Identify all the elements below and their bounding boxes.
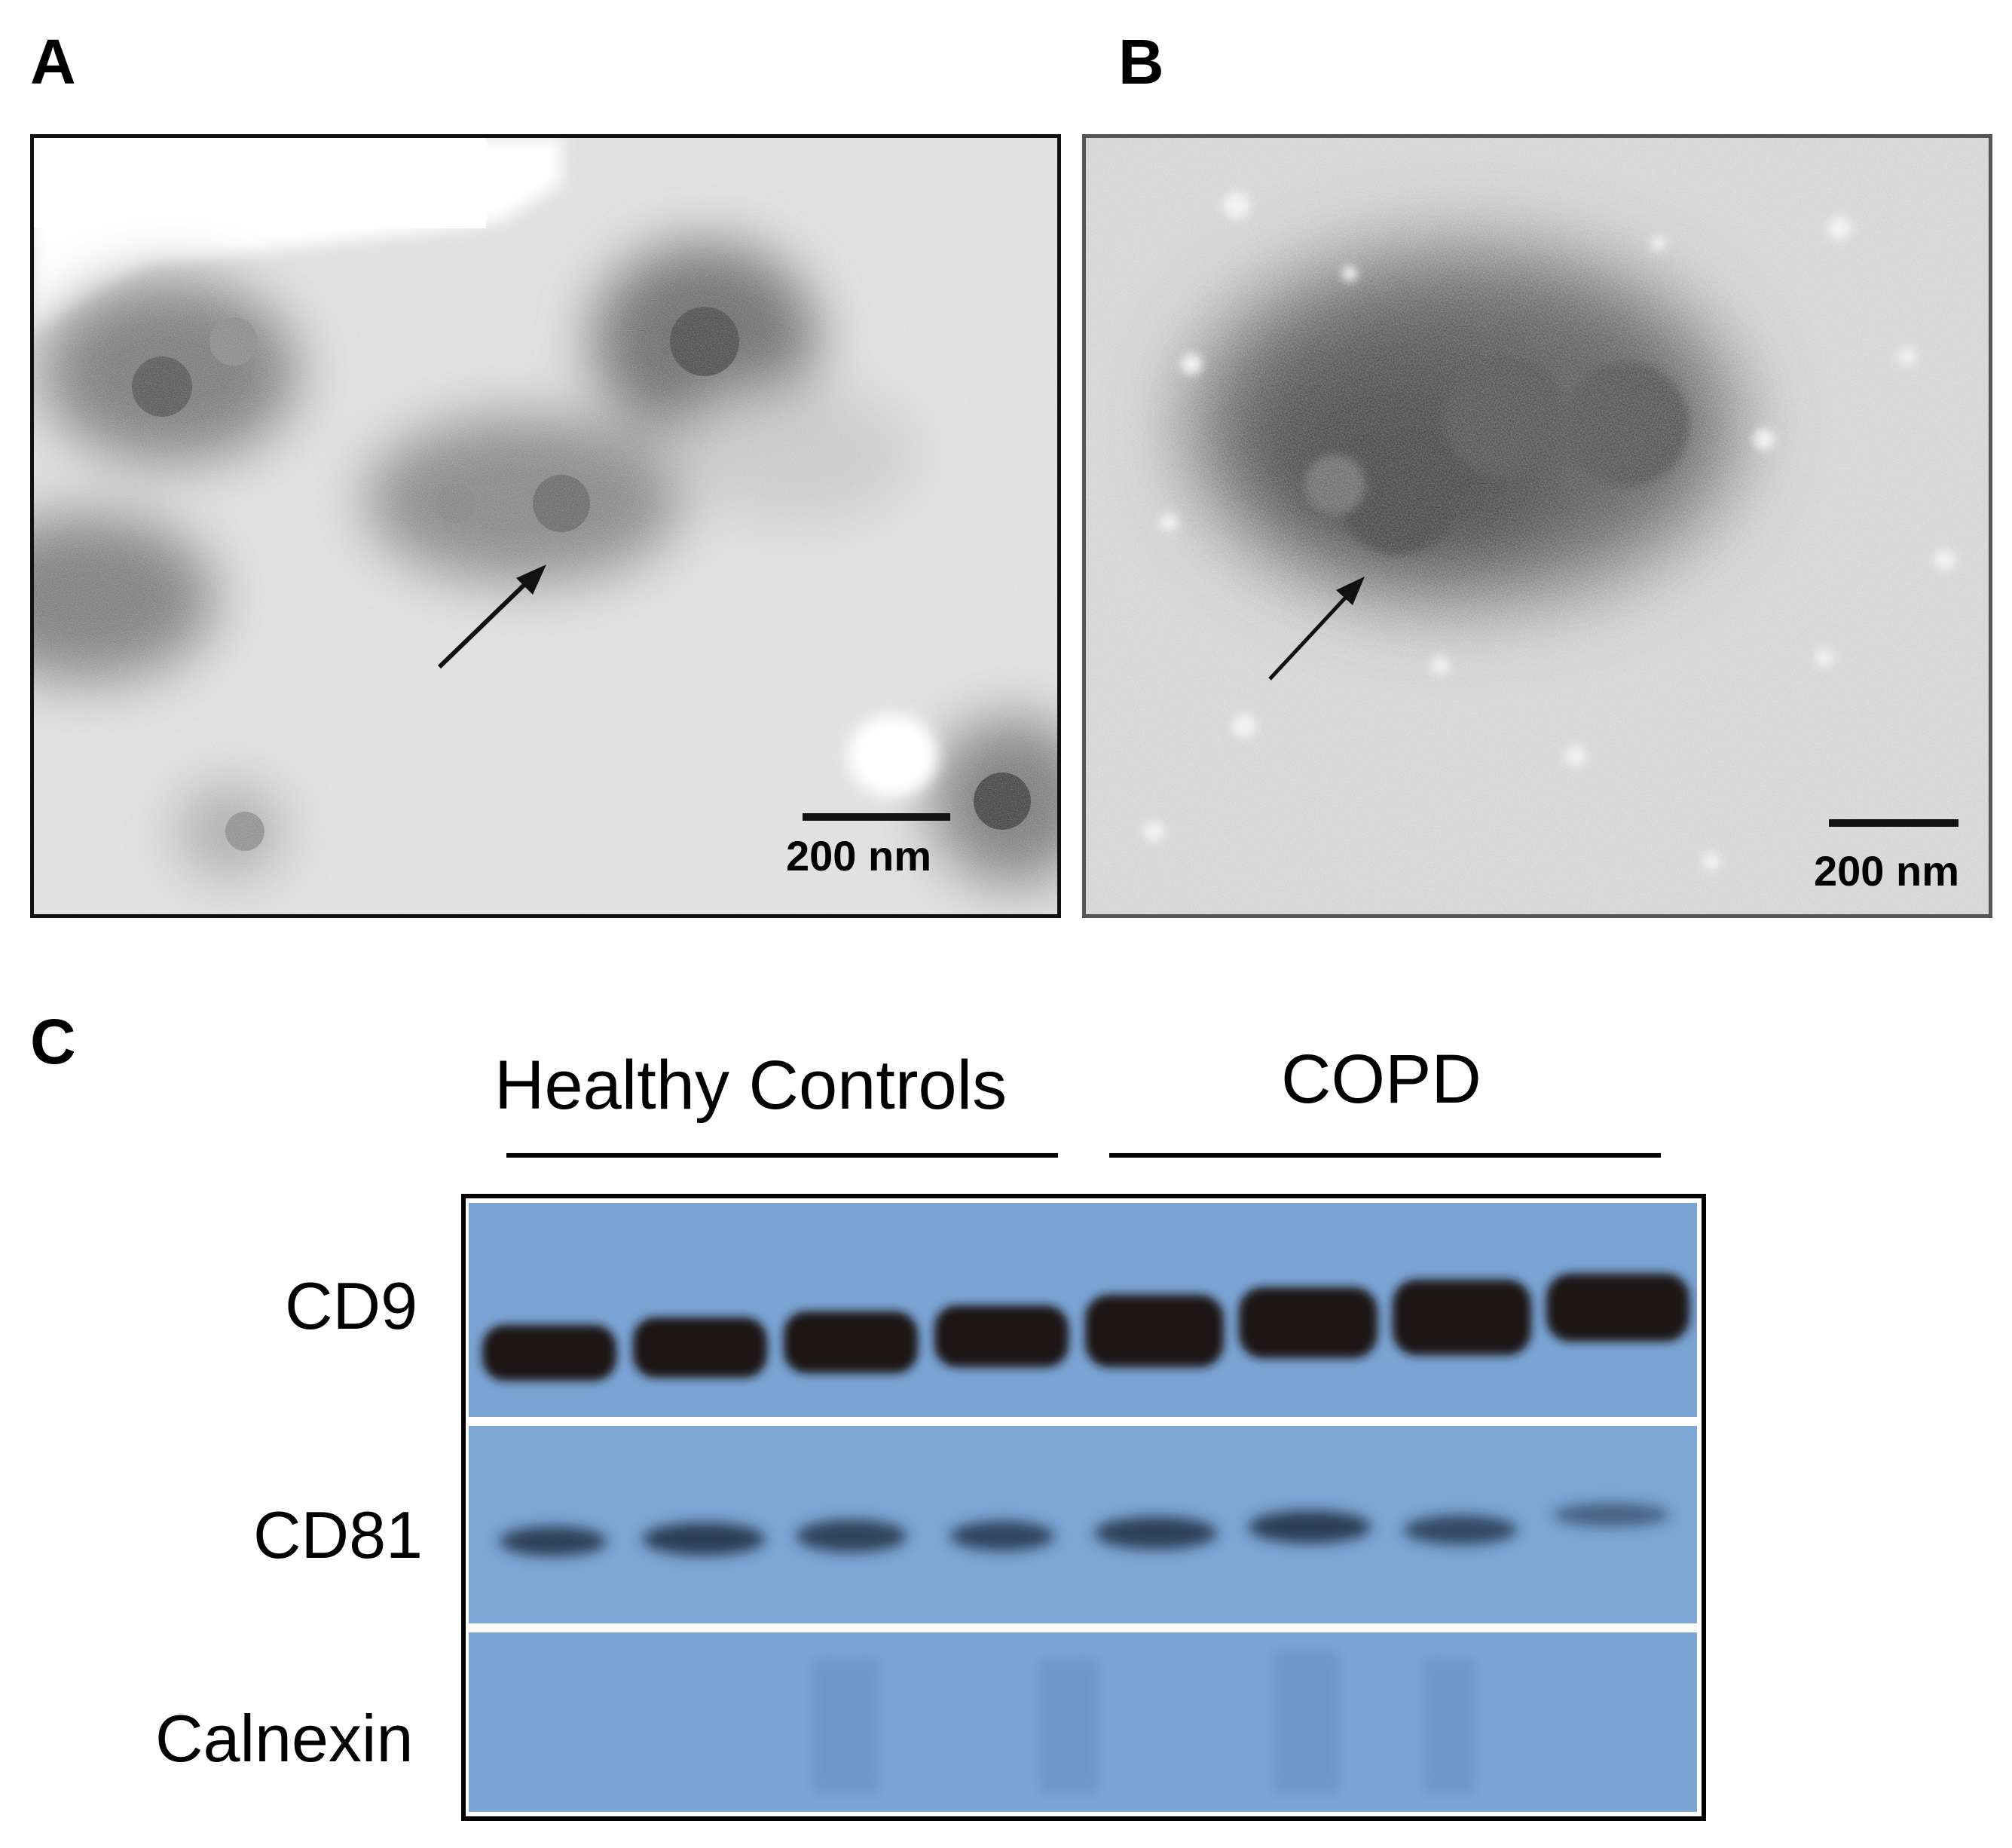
tem-image-a: 200 nm: [30, 134, 1061, 918]
tem-image-a-graphic: [34, 138, 1057, 914]
band-cd81-lane-5: [1094, 1516, 1218, 1550]
band-cd9-lane-1: [482, 1325, 616, 1381]
band-cd9-lane-7: [1393, 1280, 1531, 1355]
tem-image-b-graphic: [1086, 138, 1989, 914]
band-cd81-lane-4: [949, 1521, 1055, 1551]
row-label-cd81: CD81: [253, 1498, 423, 1572]
band-cd9-lane-6: [1239, 1287, 1378, 1358]
band-cd81-lane-7: [1403, 1515, 1518, 1545]
smear-calnexin-lane-4: [1038, 1658, 1099, 1794]
band-cd9-lane-4: [934, 1305, 1069, 1367]
tem-image-b: 200 nm: [1082, 134, 1992, 918]
smear-calnexin-lane-3: [812, 1658, 880, 1794]
panel-c-letter: C: [30, 1006, 76, 1077]
band-cd81-lane-2: [642, 1522, 766, 1556]
group-label-copd: COPD: [1281, 1041, 1481, 1118]
smear-calnexin-lane-7: [1423, 1658, 1475, 1794]
group-label-healthy-controls: Healthy Controls: [494, 1047, 1008, 1124]
row-label-calnexin: Calnexin: [155, 1701, 414, 1776]
western-blot: [461, 1194, 1706, 1821]
band-cd81-lane-1: [499, 1526, 607, 1556]
band-cd9-lane-2: [633, 1317, 767, 1378]
band-cd9-lane-8: [1546, 1274, 1689, 1342]
scale-bar-label-b: 200 nm: [1814, 847, 1959, 895]
band-cd81-lane-8: [1552, 1503, 1670, 1527]
band-cd9-lane-5: [1085, 1295, 1224, 1367]
scale-bar-label-a: 200 nm: [786, 832, 931, 880]
band-cd81-lane-6: [1248, 1510, 1371, 1544]
group-bracket-copd: [1109, 1153, 1661, 1158]
row-label-cd9: CD9: [285, 1268, 418, 1343]
band-cd81-lane-3: [796, 1519, 907, 1553]
group-bracket-healthy-controls: [506, 1153, 1058, 1158]
band-cd9-lane-3: [784, 1311, 918, 1373]
panel-a-letter: A: [30, 26, 76, 97]
smear-calnexin-lane-6: [1272, 1651, 1340, 1794]
western-blot-graphic: [469, 1203, 1697, 1812]
panel-b-letter: B: [1118, 26, 1164, 97]
